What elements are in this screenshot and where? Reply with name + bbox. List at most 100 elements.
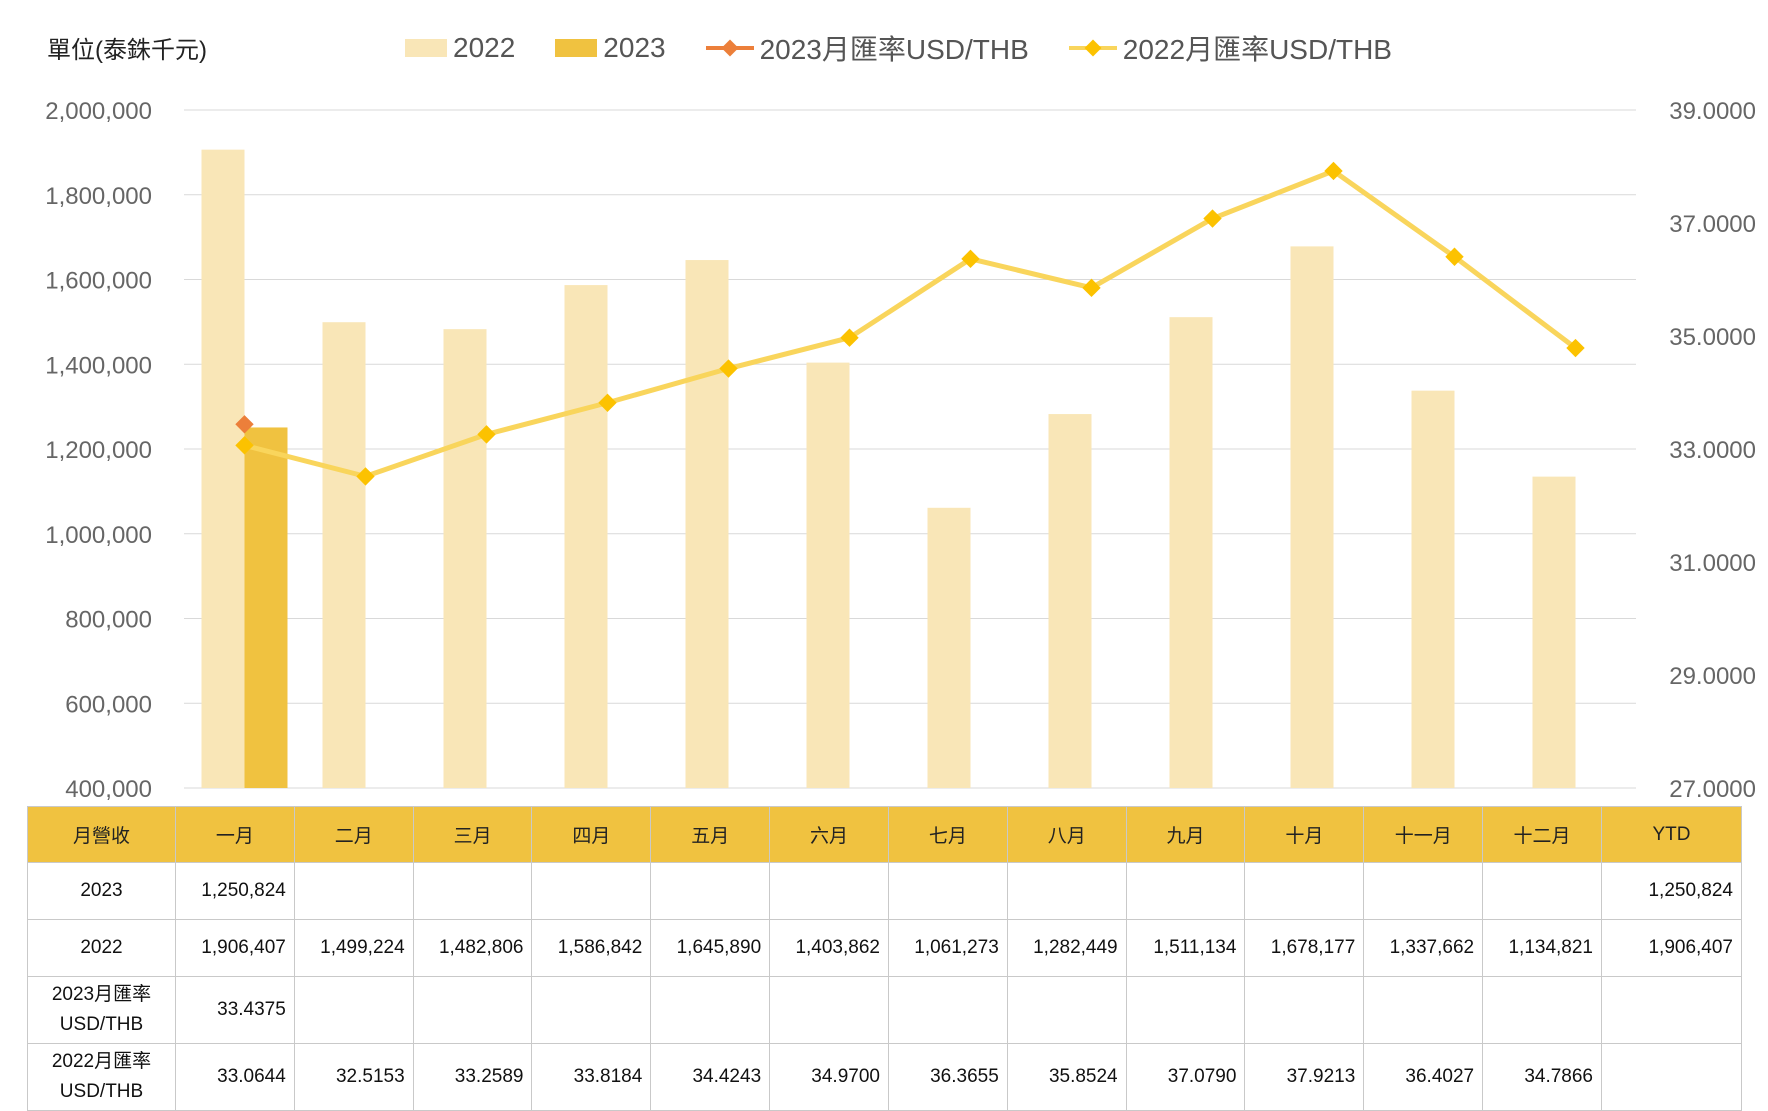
table-cell (293, 862, 414, 920)
table-cell: 33.0644 (175, 1043, 295, 1111)
legend-label-2022: 2022 (453, 32, 516, 63)
table-cell: 1,511,134 (1125, 919, 1246, 977)
table-row-label: 2022 (27, 919, 176, 977)
table-cell: 36.3655 (887, 1043, 1008, 1111)
legend-item-fx-2022: 2022月匯率USD/THB (1068, 28, 1392, 68)
table-cell (1125, 976, 1246, 1044)
table-cell (887, 862, 1008, 920)
table-header-month: 三月 (412, 806, 533, 863)
table-header-month: 九月 (1125, 806, 1246, 863)
table-cell (1006, 976, 1127, 1044)
bar-2022 (1169, 317, 1213, 788)
table-row-label: 2023 (27, 862, 176, 920)
table-row-label-line: 2023月匯率 (51, 984, 152, 1005)
right-axis-tick-label: 29.0000 (1669, 663, 1756, 690)
bar-2022 (1048, 414, 1092, 788)
legend-label-2023: 2023 (603, 32, 666, 63)
table-header-month: 一月 (175, 806, 295, 863)
table-cell: 32.5153 (293, 1043, 414, 1111)
left-axis-tick-label: 1,200,000 (45, 437, 152, 464)
table-cell: 37.9213 (1244, 1043, 1365, 1111)
table-cell: 33.2589 (412, 1043, 533, 1111)
line-fx-2022 (243, 168, 1578, 479)
table-header-month: 十一月 (1363, 806, 1484, 863)
point-fx-2022 (235, 436, 254, 455)
table-cell (531, 862, 652, 920)
point-fx-2022 (1566, 338, 1585, 358)
left-axis-tick-label: 1,800,000 (45, 183, 152, 210)
left-axis-tick-label: 400,000 (65, 776, 152, 800)
table-cell: 1,906,407 (175, 919, 295, 977)
table-cell: 1,403,862 (769, 919, 889, 977)
left-axis-tick-label: 1,000,000 (45, 522, 152, 549)
table-header-month: 十月 (1244, 806, 1365, 863)
table-row-label: 2023月匯率 USD/THB (27, 976, 176, 1044)
bar-2022 (1532, 476, 1576, 788)
bar-2023 (244, 427, 288, 788)
bar-2022 (1290, 246, 1334, 788)
point-fx-2022 (961, 249, 980, 269)
table-row-label-line: 2022月匯率 (51, 1051, 152, 1072)
table-cell (650, 976, 771, 1044)
table-cell: 1,337,662 (1363, 919, 1484, 977)
table-row: 2023月匯率 USD/THB 33.4375 (27, 976, 1742, 1044)
table-cell (531, 976, 652, 1044)
table-header-month: 七月 (887, 806, 1008, 863)
right-axis-tick-label: 31.0000 (1669, 550, 1756, 577)
table-cell: 1,282,449 (1006, 919, 1127, 977)
table-cell (650, 862, 771, 920)
table-cell (769, 862, 889, 920)
table-cell: 1,645,890 (650, 919, 771, 977)
table-cell-ytd (1601, 976, 1742, 1044)
table-cell: 34.9700 (769, 1043, 889, 1111)
point-fx-2022 (719, 359, 738, 378)
table-cell (1363, 862, 1484, 920)
table-cell (769, 976, 889, 1044)
table-cell-ytd: 1,250,824 (1601, 862, 1742, 920)
left-axis-tick-label: 1,400,000 (45, 352, 152, 379)
table-header-label: 月營收 (27, 806, 176, 863)
chart-legend: 2022 2023 2023月匯率USD/THB 2022月匯率USD/THB (405, 28, 1392, 68)
table-header-month: 五月 (650, 806, 771, 863)
table-cell: 34.7866 (1482, 1043, 1602, 1111)
table-row-label-line: USD/THB (59, 1014, 144, 1035)
right-axis-tick-label: 27.0000 (1669, 776, 1756, 800)
table-cell (1125, 862, 1246, 920)
table-row: 2022 1,906,407 1,499,224 1,482,806 1,586,842… (27, 919, 1742, 977)
table-row: 2023 1,250,824 1,250,824 (27, 862, 1742, 920)
table-cell (1244, 976, 1365, 1044)
left-axis-tick-label: 2,000,000 (45, 98, 152, 125)
legend-label-fx-2022: 2022月匯率USD/THB (1122, 34, 1392, 65)
table-cell (293, 976, 414, 1044)
table-cell: 1,586,842 (531, 919, 652, 977)
table-cell: 34.4243 (650, 1043, 771, 1111)
bar-2022 (201, 149, 245, 788)
bar-2022 (1411, 390, 1455, 788)
table-cell: 1,499,224 (293, 919, 414, 977)
point-fx-2022 (1324, 161, 1343, 181)
legend-item-2023: 2023 (555, 32, 666, 64)
table-cell-ytd: 1,906,407 (1601, 919, 1742, 977)
table-cell: 1,678,177 (1244, 919, 1365, 977)
point-fx-2022 (477, 425, 496, 444)
table-header-row: 月營收 一月 二月 三月 四月 五月 六月 七月 八月 九月 十月 十一月 十二月 YTD (27, 806, 1742, 863)
revenue-chart: 400,000 600,000 800,000 1,000,000 1,200,000 1… (45, 98, 1756, 800)
legend-swatch-2023 (555, 39, 598, 57)
table-cell (412, 862, 533, 920)
table-cell: 1,134,821 (1482, 919, 1602, 977)
table-cell: 33.8184 (531, 1043, 652, 1111)
data-table: 月營收 一月 二月 三月 四月 五月 六月 七月 八月 九月 十月 十一月 十二月 YTD 2023 1,25… (27, 806, 1742, 1111)
table-cell (887, 976, 1008, 1044)
table-header-month: 四月 (531, 806, 652, 863)
point-fx-2022 (356, 467, 375, 486)
table-cell (412, 976, 533, 1044)
point-fx-2022 (598, 393, 617, 412)
legend-swatch-fx-2022 (1068, 39, 1117, 57)
point-fx-2022 (1445, 247, 1464, 266)
table-header-month: 六月 (769, 806, 889, 863)
bar-2022 (322, 322, 366, 788)
table-header-month: 十二月 (1482, 806, 1602, 863)
legend-swatch-2022 (405, 39, 447, 57)
table-row-label-line: USD/THB (59, 1081, 144, 1102)
right-axis-tick-label: 39.0000 (1669, 98, 1756, 125)
